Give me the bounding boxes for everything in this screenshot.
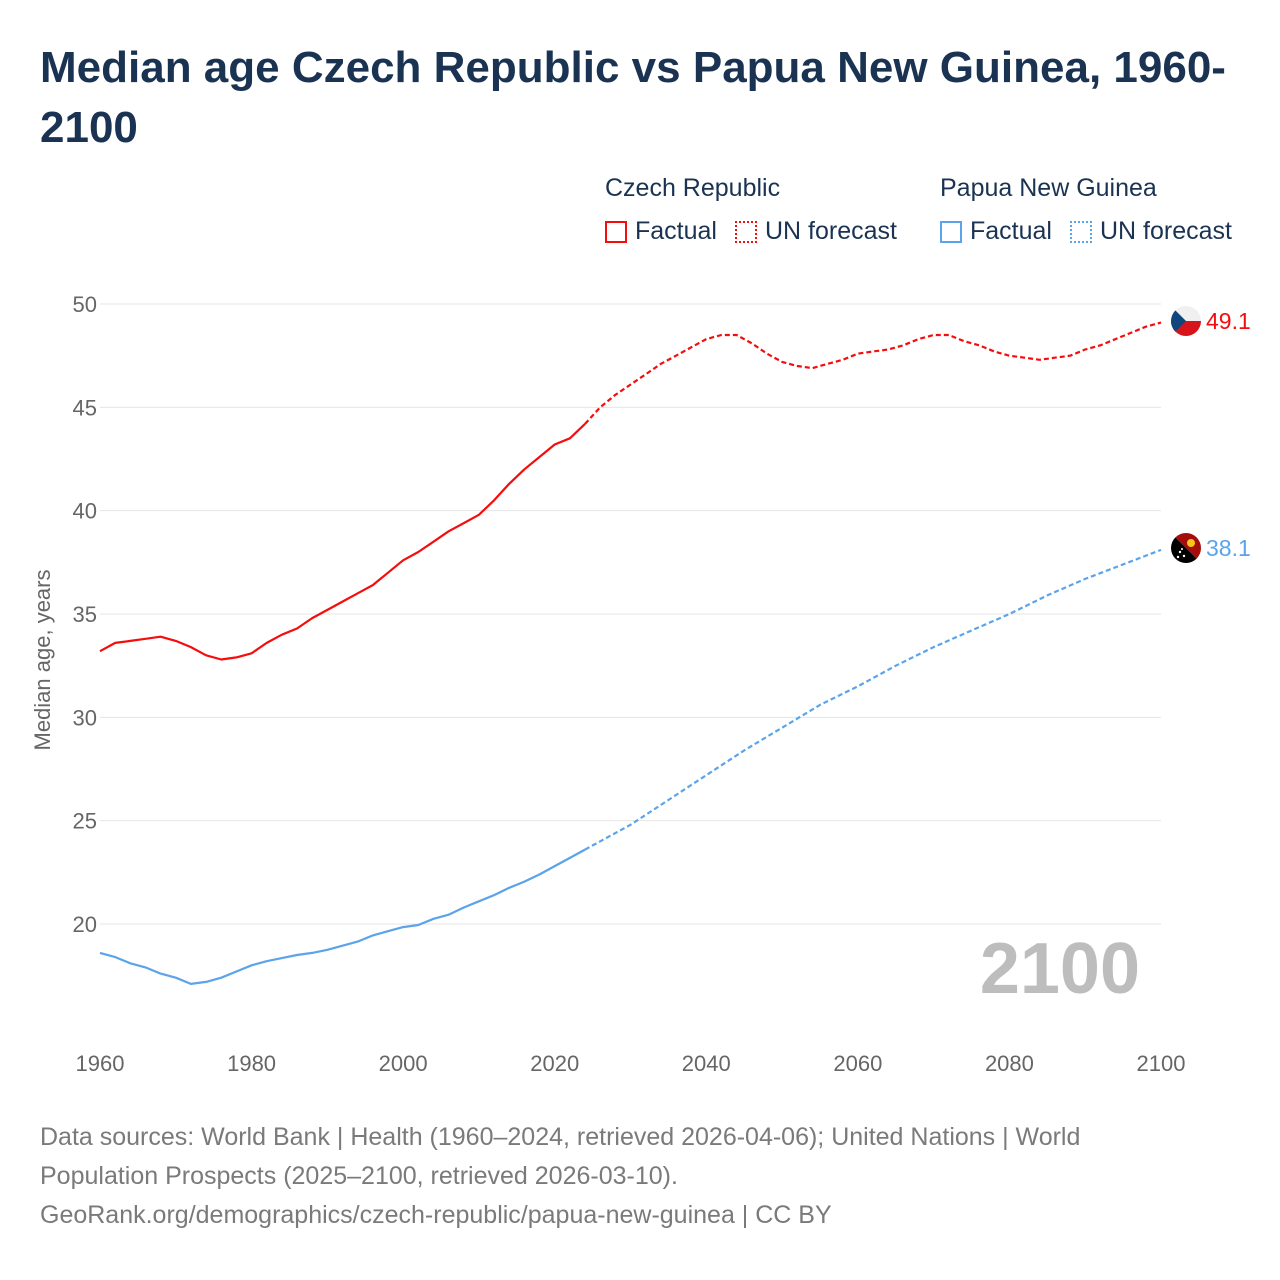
x-tick-label: 1980 <box>227 1051 276 1076</box>
legend-group-name: Papua New Guinea <box>940 174 1157 202</box>
czech-factual-line <box>99 423 586 661</box>
year-watermark: 2100 <box>980 929 1140 1009</box>
legend-png-forecast[interactable]: UN forecast <box>1069 217 1232 246</box>
x-tick-label: 2100 <box>1137 1051 1186 1076</box>
legend-czech-republic: Czech Republic Factual UN forecast <box>605 174 897 246</box>
x-tick-label: 2060 <box>833 1051 882 1076</box>
data-sources-line: Population Prospects (2025–2100, retriev… <box>40 1162 678 1190</box>
chart-title: Median age Czech Republic vs Papua New G… <box>40 43 1226 152</box>
legend-png-factual[interactable]: Factual <box>940 217 1052 246</box>
y-tick-label: 50 <box>73 292 97 317</box>
png-end-label: 38.1 <box>1206 535 1251 561</box>
x-tick-label: 2080 <box>985 1051 1034 1076</box>
legend-czech-forecast[interactable]: UN forecast <box>734 217 897 246</box>
solid-swatch-icon <box>940 220 962 243</box>
x-tick-label: 2020 <box>530 1051 579 1076</box>
czech-forecast-line <box>584 321 1162 425</box>
czech-end-label: 49.1 <box>1206 308 1251 334</box>
legend-czech-factual[interactable]: Factual <box>605 217 717 246</box>
png-factual-line <box>99 848 586 985</box>
y-tick-label: 20 <box>73 912 97 937</box>
footer: Data sources: World Bank | Health (1960–… <box>40 1118 1240 1235</box>
x-tick-label: 2040 <box>682 1051 731 1076</box>
y-tick-label: 30 <box>73 705 97 730</box>
legend-label: Factual <box>970 217 1052 245</box>
plot-area: 2100 Median age, years 20 25 30 35 40 45 50 196… <box>30 292 1251 1076</box>
legend-group-name: Czech Republic <box>605 174 781 202</box>
solid-swatch-icon <box>605 220 627 243</box>
legend-label: UN forecast <box>764 217 897 245</box>
legend-label: UN forecast <box>1099 217 1232 245</box>
x-tick-label: 1960 <box>76 1051 125 1076</box>
papua-new-guinea-flag-icon <box>1171 533 1201 563</box>
y-tick-label: 40 <box>73 499 97 524</box>
y-tick-label: 25 <box>73 809 97 834</box>
data-sources-line: Data sources: World Bank | Health (1960–… <box>40 1123 1081 1151</box>
czech-flag-icon <box>1171 306 1201 336</box>
dotted-swatch-icon <box>1069 220 1092 243</box>
dotted-swatch-icon <box>734 220 757 243</box>
source-link[interactable]: GeoRank.org/demographics/czech-republic/… <box>40 1201 832 1229</box>
legend-papua-new-guinea: Papua New Guinea Factual UN forecast <box>940 174 1232 246</box>
legend-label: Factual <box>635 217 717 245</box>
y-tick-label: 45 <box>73 395 97 420</box>
y-axis-label: Median age, years <box>30 570 55 751</box>
x-tick-label: 2000 <box>379 1051 428 1076</box>
png-forecast-line <box>584 548 1162 851</box>
y-tick-label: 35 <box>73 602 97 627</box>
